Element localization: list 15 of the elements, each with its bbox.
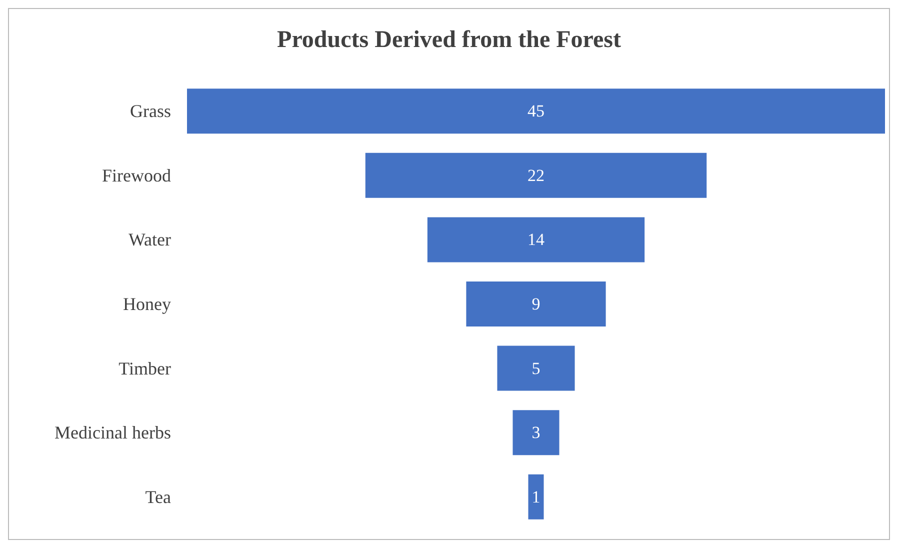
data-label: 45 bbox=[528, 102, 544, 121]
data-label: 1 bbox=[532, 487, 540, 506]
category-label: Grass bbox=[130, 101, 171, 122]
category-label: Tea bbox=[145, 486, 172, 507]
data-label: 14 bbox=[528, 230, 545, 250]
category-label: Firewood bbox=[102, 165, 171, 186]
category-label: Medicinal herbs bbox=[54, 422, 171, 443]
data-label: 22 bbox=[528, 166, 544, 185]
data-label: 3 bbox=[532, 423, 540, 442]
data-label: 5 bbox=[532, 358, 540, 378]
category-label: Timber bbox=[118, 358, 171, 378]
data-label: 9 bbox=[532, 294, 540, 314]
category-label: Honey bbox=[123, 294, 171, 314]
text: Products Derived from the Forest bbox=[277, 27, 621, 53]
category-label: Water bbox=[128, 230, 171, 250]
